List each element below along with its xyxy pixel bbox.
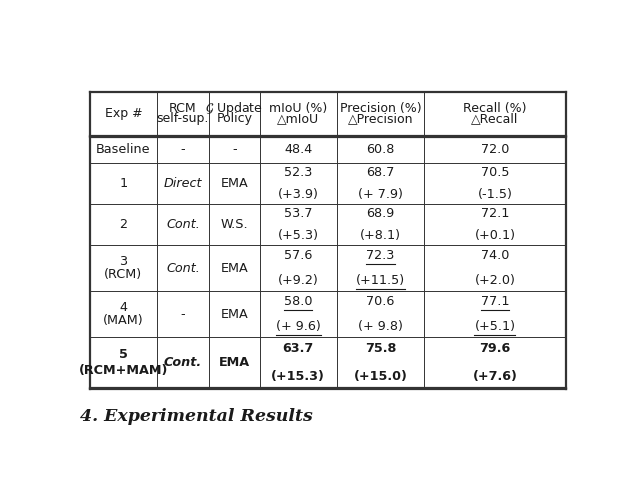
Text: 77.1: 77.1 [481,295,509,308]
Text: Cont.: Cont. [164,356,202,369]
Text: EMA: EMA [220,177,248,190]
Text: △Precision: △Precision [348,113,413,125]
Text: 2: 2 [120,218,127,231]
Text: 53.7: 53.7 [284,207,312,220]
Text: 5: 5 [119,348,128,362]
Text: -: - [232,143,237,156]
Text: -: - [180,143,185,156]
Text: mIoU (%): mIoU (%) [269,102,328,115]
Text: W.S.: W.S. [220,218,248,231]
Text: (MAM): (MAM) [103,314,144,327]
Text: 72.1: 72.1 [481,207,509,220]
Text: 72.3: 72.3 [366,249,394,262]
Text: (+0.1): (+0.1) [474,229,515,242]
Text: (+15.0): (+15.0) [353,370,407,383]
Text: Baseline: Baseline [96,143,150,156]
Text: 48.4: 48.4 [284,143,312,156]
Text: Cont.: Cont. [166,218,200,231]
Text: (+15.3): (+15.3) [271,370,325,383]
Text: (+2.0): (+2.0) [474,274,515,287]
Text: (+ 9.6): (+ 9.6) [276,320,321,333]
Text: $\mathcal{G}$ Update: $\mathcal{G}$ Update [205,100,263,117]
Text: EMA: EMA [219,356,250,369]
Text: 63.7: 63.7 [283,342,314,355]
Text: 1: 1 [119,177,127,190]
Text: 68.9: 68.9 [366,207,394,220]
Text: 52.3: 52.3 [284,166,312,179]
Text: Precision (%): Precision (%) [339,102,421,115]
Text: 58.0: 58.0 [284,295,312,308]
Text: RCM: RCM [169,102,196,115]
Text: 75.8: 75.8 [365,342,396,355]
Text: 70.6: 70.6 [366,295,394,308]
Text: EMA: EMA [220,261,248,275]
Text: △Recall: △Recall [471,113,518,125]
Text: 4. Experimental Results: 4. Experimental Results [80,408,313,425]
Text: (RCM+MAM): (RCM+MAM) [79,364,168,376]
Text: Cont.: Cont. [166,261,200,275]
Text: Policy: Policy [216,113,252,125]
Text: 60.8: 60.8 [366,143,394,156]
Text: Recall (%): Recall (%) [463,102,527,115]
Text: (+3.9): (+3.9) [278,188,319,201]
Text: 4: 4 [120,301,127,313]
Text: (+5.1): (+5.1) [474,320,515,333]
Text: Direct: Direct [164,177,202,190]
Text: -: - [180,308,185,320]
Text: (+9.2): (+9.2) [278,274,319,287]
Text: (-1.5): (-1.5) [477,188,513,201]
Text: (+8.1): (+8.1) [360,229,401,242]
Text: (+7.6): (+7.6) [472,370,517,383]
Text: 57.6: 57.6 [284,249,312,262]
Text: 79.6: 79.6 [479,342,511,355]
Text: (+ 9.8): (+ 9.8) [358,320,403,333]
Text: 3: 3 [119,254,127,268]
Text: (RCM): (RCM) [104,268,143,281]
Text: (+ 7.9): (+ 7.9) [358,188,403,201]
Text: 68.7: 68.7 [366,166,394,179]
Text: EMA: EMA [220,308,248,320]
Text: △mIoU: △mIoU [277,113,319,125]
Text: (+5.3): (+5.3) [278,229,319,242]
Text: (+11.5): (+11.5) [356,274,405,287]
Text: self-sup.: self-sup. [157,113,209,125]
Text: 72.0: 72.0 [481,143,509,156]
Text: 74.0: 74.0 [481,249,509,262]
Text: Exp #: Exp # [104,107,142,121]
Text: 70.5: 70.5 [481,166,509,179]
